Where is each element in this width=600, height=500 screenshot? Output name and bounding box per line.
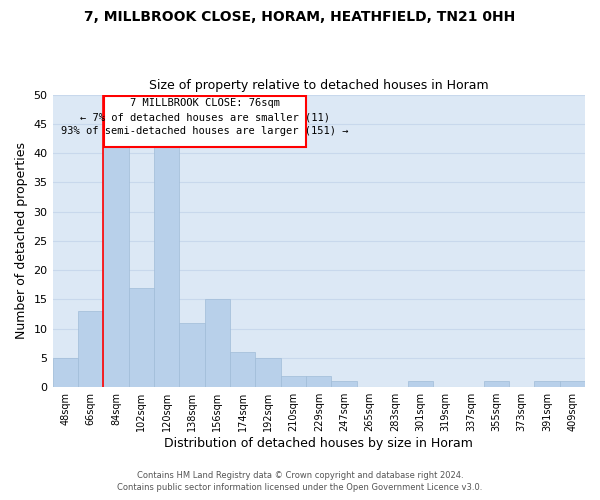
- Bar: [484, 382, 509, 387]
- Text: 7 MILLBROOK CLOSE: 76sqm
← 7% of detached houses are smaller (11)
93% of semi-de: 7 MILLBROOK CLOSE: 76sqm ← 7% of detache…: [61, 98, 349, 136]
- Bar: [179, 323, 205, 387]
- Bar: [560, 382, 585, 387]
- Bar: [534, 382, 560, 387]
- Bar: [306, 376, 331, 387]
- Text: Contains HM Land Registry data © Crown copyright and database right 2024.
Contai: Contains HM Land Registry data © Crown c…: [118, 471, 482, 492]
- Bar: [407, 382, 433, 387]
- Bar: [128, 288, 154, 387]
- Bar: [205, 300, 230, 387]
- Bar: [230, 352, 256, 387]
- Bar: [256, 358, 281, 387]
- Title: Size of property relative to detached houses in Horam: Size of property relative to detached ho…: [149, 79, 488, 92]
- Bar: [53, 358, 78, 387]
- X-axis label: Distribution of detached houses by size in Horam: Distribution of detached houses by size …: [164, 437, 473, 450]
- Bar: [281, 376, 306, 387]
- FancyBboxPatch shape: [104, 96, 306, 147]
- Bar: [103, 147, 128, 387]
- Y-axis label: Number of detached properties: Number of detached properties: [15, 142, 28, 340]
- Bar: [78, 311, 103, 387]
- Text: 7, MILLBROOK CLOSE, HORAM, HEATHFIELD, TN21 0HH: 7, MILLBROOK CLOSE, HORAM, HEATHFIELD, T…: [85, 10, 515, 24]
- Bar: [154, 147, 179, 387]
- Bar: [331, 382, 357, 387]
